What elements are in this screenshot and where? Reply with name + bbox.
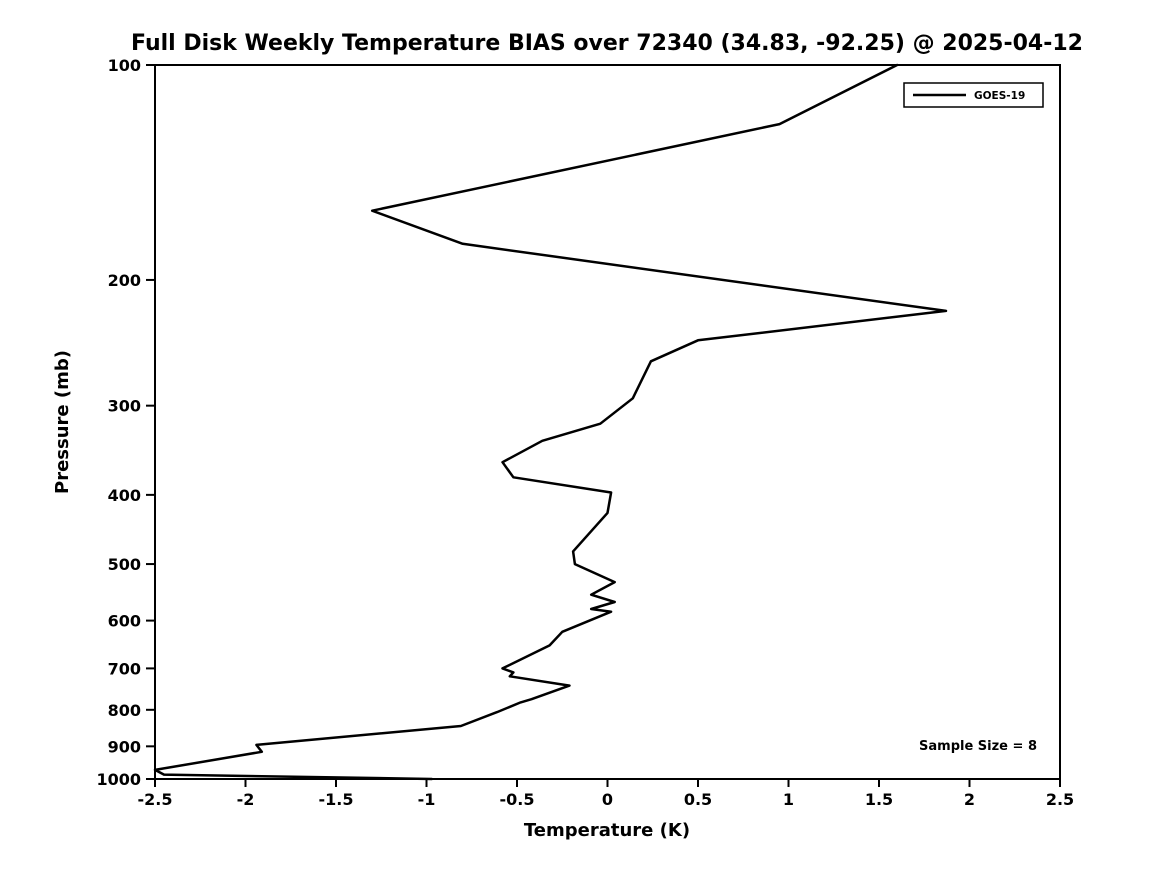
x-tick-label: -1.5 [319,790,354,809]
goes-19-bias-line [153,63,948,781]
y-tick-label: 800 [108,701,141,720]
x-tick-label: -2.5 [138,790,173,809]
plot-frame [154,64,1061,780]
y-tick-label: 600 [108,612,141,631]
axis-tick-labels: -2.5 -2 -1.5 -1 -0.5 0 0.5 1 1.5 2 2.5 100 200 300 400… [96,56,1074,809]
y-tick-label: 100 [108,56,141,75]
axis-ticks [146,64,1061,787]
x-tick-label: 1.5 [865,790,893,809]
y-tick-label: 500 [108,555,141,574]
x-axis-label: Temperature (K) [524,820,690,841]
legend-label: GOES-19 [974,90,1025,102]
x-tick-label: -0.5 [500,790,535,809]
axes-spines [154,64,1061,780]
sample-size-annotation: Sample Size = 8 [919,739,1037,754]
x-tick-label: 2.5 [1046,790,1074,809]
chart-title: Full Disk Weekly Temperature BIAS over 7… [131,31,1083,56]
x-tick-label: 1 [783,790,794,809]
y-tick-label: 400 [108,486,141,505]
y-axis-label: Pressure (mb) [52,350,73,494]
x-tick-label: 0 [602,790,613,809]
x-tick-label: -1 [418,790,436,809]
y-tick-label: 300 [108,397,141,416]
y-tick-label: 1000 [96,770,141,789]
x-tick-label: -2 [237,790,255,809]
x-tick-label: 0.5 [684,790,712,809]
y-tick-label: 200 [108,271,141,290]
series-lines [153,63,948,781]
legend: GOES-19 [903,82,1044,108]
y-tick-label: 900 [108,737,141,756]
y-tick-label: 700 [108,659,141,678]
x-tick-label: 2 [964,790,975,809]
